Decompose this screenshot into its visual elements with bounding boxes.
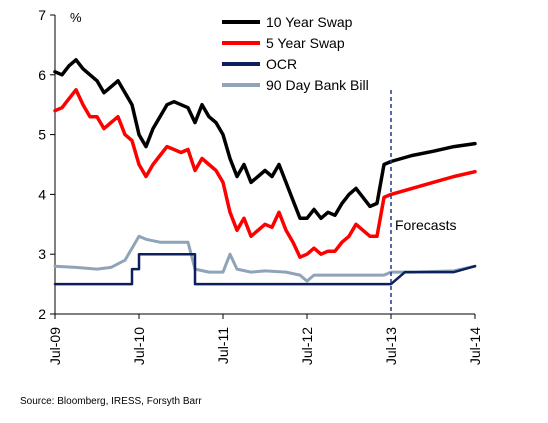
unit-label: %	[70, 10, 82, 25]
legend-label: 5 Year Swap	[266, 35, 345, 51]
forecast-marker: Forecasts	[390, 90, 456, 314]
legend-label: 90 Day Bank Bill	[266, 77, 369, 93]
x-tick-label: Jul-13	[383, 327, 399, 365]
y-axis: 2 3 4 5 6 7	[38, 7, 56, 322]
x-tick-label: Jul-12	[299, 327, 315, 365]
series-layer	[53, 58, 477, 286]
x-axis: Jul-09 Jul-10 Jul-11 Jul-12 Jul-13 Jul-14	[47, 313, 483, 365]
y-tick-label: 2	[38, 306, 46, 322]
series-line-10-year-swap	[53, 58, 477, 221]
x-tick-label: Jul-11	[215, 327, 231, 364]
series-line-5-year-swap	[53, 88, 477, 259]
legend-label: 10 Year Swap	[266, 14, 353, 30]
legend: 10 Year Swap 5 Year Swap OCR 90 Day Bank Bi…	[222, 14, 369, 93]
forecast-label: Forecasts	[395, 217, 456, 233]
y-tick-label: 3	[38, 246, 46, 262]
y-tick-label: 5	[38, 127, 46, 143]
x-tick-label: Jul-10	[131, 327, 147, 365]
x-tick-label: Jul-09	[47, 327, 63, 365]
x-tick-label: Jul-14	[467, 327, 483, 365]
y-tick-label: 6	[38, 67, 46, 83]
series-line-90-day-bank-bill	[53, 234, 477, 283]
y-tick-label: 7	[38, 7, 46, 23]
source-note: Source: Bloomberg, IRESS, Forsyth Barr	[20, 396, 202, 407]
y-tick-label: 4	[38, 186, 46, 202]
series-line-ocr	[53, 252, 477, 286]
legend-label: OCR	[266, 56, 297, 72]
